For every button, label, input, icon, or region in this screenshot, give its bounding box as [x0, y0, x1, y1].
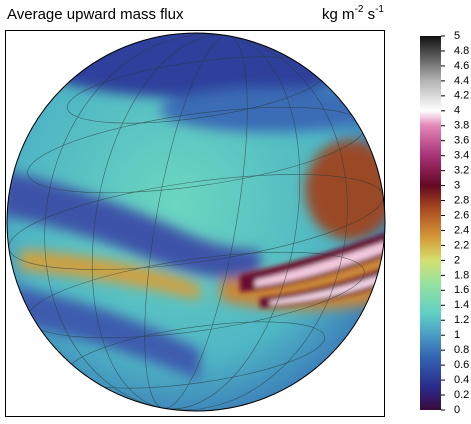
units-part: s — [363, 6, 375, 23]
title: Average upward mass flux — [7, 6, 184, 23]
colorbar-tick-label: 3.4 — [454, 150, 469, 162]
colorbar-tick-label: 4.8 — [454, 45, 469, 57]
colorbar-tick-label: 4 — [454, 105, 460, 117]
colorbar: 0 0.2 0.4 0.6 0.8 1 1.2 1.4 1.6 1.8 2 2.2 2.4 2.6 2.8 3… — [420, 30, 469, 416]
colorbar-tick-label: 4.4 — [454, 75, 469, 87]
colorbar-tick-label: 3.2 — [454, 165, 469, 177]
colorbar-tick-label: 3.8 — [454, 120, 469, 132]
colorbar-tick-label: 4.6 — [454, 60, 469, 72]
colorbar-tick-label: 1 — [454, 329, 460, 341]
units-part: kg m — [322, 6, 355, 23]
colorbar-tick-label: 1.4 — [454, 299, 469, 311]
colorbar-tick-label: 0.6 — [454, 359, 469, 371]
colorbar-tick-label: 1.2 — [454, 314, 469, 326]
colorbar-tick-label: 1.8 — [454, 269, 469, 281]
colorbar-tick-label: 2.8 — [454, 194, 469, 206]
colorbar-fill — [420, 36, 441, 410]
units-part: -1 — [375, 4, 384, 15]
units: kg m-2 s-1 — [322, 4, 384, 23]
colorbar-tick-label: 0.4 — [454, 374, 469, 386]
colorbar-tick-label: 3.6 — [454, 135, 469, 147]
colorbar-tick-label: 2 — [454, 254, 460, 266]
colorbar-tick-label: 0 — [454, 404, 460, 416]
colorbar-tick-label: 2.2 — [454, 239, 469, 251]
colorbar-tick-label: 2.6 — [454, 209, 469, 221]
colorbar-tick-label: 3 — [454, 180, 460, 192]
colorbar-tick-label: 4.2 — [454, 90, 469, 102]
colorbar-tick-label: 0.8 — [454, 344, 469, 356]
colorbar-tick-label: 0.2 — [454, 389, 469, 401]
colorbar-tick-label: 1.6 — [454, 284, 469, 296]
globe — [0, 10, 400, 419]
colorbar-tick-label: 2.4 — [454, 224, 469, 236]
colorbar-tick-label: 5 — [454, 30, 460, 42]
